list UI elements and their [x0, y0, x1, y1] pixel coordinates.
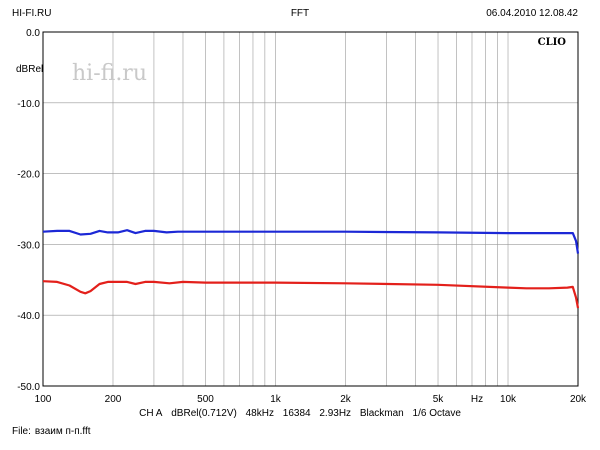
header-timestamp: 06.04.2010 12.08.42	[486, 8, 578, 19]
y-tick-label: 0.0	[26, 28, 40, 39]
setting-resolution: 2.93Hz	[319, 408, 352, 419]
measurement-settings: CH A dBRel(0.712V) 48kHz 16384 2.93Hz Bl…	[0, 408, 600, 419]
series-group	[42, 229, 580, 309]
y-axis-label: dBRel	[16, 64, 43, 75]
setting-reference: dBRel(0.712V)	[171, 408, 237, 419]
header-left-label: HI-FI.RU	[12, 8, 52, 19]
clio-brand-label: CLIO	[538, 37, 567, 48]
setting-sample-rate: 48kHz	[245, 408, 274, 419]
setting-channel: CH A	[139, 408, 163, 419]
y-tick-label: -40.0	[17, 311, 40, 322]
setting-window: Blackman	[359, 408, 404, 419]
x-tick-label: 10k	[500, 394, 517, 405]
x-tick-label: 500	[197, 394, 214, 405]
file-label: File:	[12, 426, 31, 437]
x-tick-label: 20k	[570, 394, 587, 405]
x-tick-label: 2k	[340, 394, 352, 405]
series-line-blue	[42, 229, 580, 254]
x-tick-label: 200	[105, 394, 122, 405]
setting-smoothing: 1/6 Octave	[412, 408, 461, 419]
header-title: FFT	[290, 8, 310, 19]
y-tick-label: -50.0	[17, 382, 40, 393]
x-tick-label: 1k	[270, 394, 282, 405]
series-line-red	[42, 280, 580, 309]
file-info: File: взаим п-п.fft	[12, 426, 95, 437]
file-name: взаим п-п.fft	[34, 426, 91, 437]
x-tick-label: 5k	[433, 394, 445, 405]
watermark-logo: hi-fi.ru	[72, 61, 147, 86]
setting-fft-size: 16384	[282, 408, 311, 419]
y-tick-label: -30.0	[17, 240, 40, 251]
y-tick-label: -20.0	[17, 170, 40, 181]
grid	[43, 32, 578, 386]
y-tick-label: -10.0	[17, 99, 40, 110]
x-tick-label: 100	[35, 394, 52, 405]
plot-frame	[42, 31, 579, 387]
x-axis-label: Hz	[471, 394, 483, 405]
